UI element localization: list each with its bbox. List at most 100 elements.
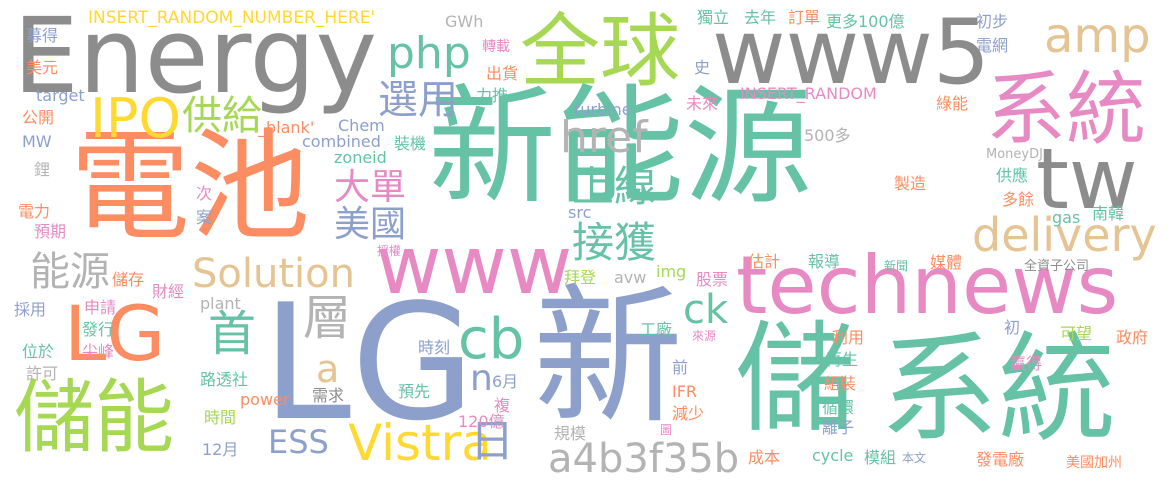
word-nanhan: 南韓	[1092, 204, 1125, 223]
word-duli: 獨立	[697, 8, 730, 27]
word-fadianchang: 發電廠	[976, 450, 1025, 469]
word-a4b3f35b: a4b3f35b	[548, 436, 740, 482]
word-amp: amp	[1044, 8, 1151, 64]
word-xuke: 許可	[26, 364, 59, 383]
word-jiehuo: 接獲	[572, 218, 657, 267]
word-baodao: 報導	[808, 252, 841, 271]
word-gongkai: 公開	[22, 108, 55, 127]
word-vistra: Vistra	[348, 414, 492, 472]
word-zhizao: 製造	[894, 174, 927, 193]
word-dianli: 電力	[18, 202, 51, 221]
word-chu: 初	[1004, 318, 1021, 337]
word-xin: 新	[533, 271, 684, 445]
word-meiguo: 美國	[334, 204, 407, 245]
word-cycle: cycle	[812, 446, 854, 465]
word-chuhuo: 出貨	[486, 64, 519, 83]
word-chem: Chem	[338, 116, 385, 135]
word-img: img	[656, 262, 687, 281]
word-fu: 複	[494, 396, 511, 415]
word-weiyu: 位於	[22, 342, 55, 361]
word-baideng: 拜登	[564, 268, 597, 287]
word-weilai: 未來	[686, 94, 719, 113]
word-dadan: 大單	[334, 167, 407, 208]
word-chengben: 成本	[748, 448, 781, 467]
word-src: src	[568, 203, 592, 222]
word-quanqiu: 全球	[520, 5, 680, 98]
word-shi: 史	[694, 58, 711, 77]
word-xinwen: 新聞	[884, 259, 909, 273]
word-blank: _blank'	[258, 118, 315, 137]
word-lizi: 離子	[822, 418, 855, 437]
word-120yi: 120億	[458, 412, 505, 431]
word-gupiao: 股票	[696, 270, 729, 289]
word-chu: 儲	[735, 310, 855, 449]
word-ri: 日	[470, 416, 514, 467]
word-mw: MW	[22, 132, 52, 151]
word-zhuanzai: 轉載	[482, 39, 510, 55]
word-zoneid: zoneid	[334, 148, 387, 167]
word-chucun: 儲存	[112, 270, 145, 289]
word-kewang: 可望	[1060, 324, 1093, 343]
word-turbine: turbine	[574, 100, 632, 119]
word-meiti: 媒體	[930, 253, 963, 272]
word-meiguojiazhou: 美國加州	[1066, 455, 1122, 471]
word-liyong: 利用	[832, 328, 865, 347]
word-gengduo100yi: 更多100億	[826, 12, 905, 31]
word-nengyuan: 能源	[30, 249, 110, 295]
word-lituei: 力推	[476, 86, 509, 105]
word-technews: technews	[736, 239, 1119, 332]
word-laiyuan: 來源	[692, 329, 717, 343]
word-yuxian: 預先	[398, 382, 431, 401]
word-php: php	[387, 28, 471, 79]
word-gongji: 供給	[182, 93, 262, 139]
word-xitong-green: 系統	[880, 320, 1117, 458]
word-shou: 首	[208, 306, 257, 362]
word-mude: 募得	[26, 26, 59, 45]
word-href: href	[560, 112, 648, 163]
word-yingde: 贏得	[1010, 354, 1043, 373]
word-gas: gas	[1052, 208, 1081, 227]
word-shangxian: 上線	[572, 162, 657, 211]
word-zuzhuang: 組裝	[824, 374, 857, 393]
word-caijing: 財經	[152, 282, 185, 301]
word-guji: 估計	[748, 252, 781, 271]
word-lg-large: LG	[262, 269, 476, 456]
word-duoyu: 多餘	[1002, 190, 1035, 209]
word-tu: 圖	[660, 423, 673, 437]
word-n: n	[470, 358, 493, 399]
word-xitong-pink: 系統	[986, 63, 1146, 156]
word-lg-orange: LG	[64, 289, 166, 378]
word-shenqing: 申請	[84, 298, 117, 317]
word-cb: cb	[458, 307, 525, 372]
word-avw: avw	[614, 268, 647, 287]
word-solution: Solution	[192, 251, 355, 297]
word-zhengfu: 政府	[1116, 328, 1149, 347]
word-jianfeng: 尖峰	[82, 342, 115, 361]
word-dingdan: 訂單	[788, 8, 821, 27]
word-caiyong: 採用	[14, 300, 47, 319]
word-a: a	[316, 347, 340, 391]
word-meiyuan: 美元	[26, 58, 59, 77]
word-xuqiu: 需求	[312, 386, 345, 405]
word-gongying: 供應	[996, 166, 1029, 185]
word-guimo: 規模	[554, 424, 587, 443]
word-chuneng: 儲能	[14, 371, 174, 464]
word-moneydj: MoneyDJ	[986, 147, 1043, 162]
word-delivery: delivery	[972, 208, 1157, 262]
word-yuqi: 預期	[34, 222, 67, 241]
word-xinnengyuan: 新能源	[428, 73, 813, 222]
word-quanzizigongsi: 全資子公司	[1024, 259, 1090, 274]
word-xuanyong: 選用	[378, 77, 458, 123]
word-ci: 次	[196, 184, 213, 203]
word-power: power	[240, 390, 290, 409]
word-shijian: 時間	[204, 408, 237, 427]
word-ifr: IFR	[672, 382, 698, 401]
word-www: www	[376, 219, 573, 312]
word-ipo: IPO	[90, 87, 181, 150]
word-ceng: 層	[303, 290, 352, 346]
word-an: 案	[196, 208, 213, 227]
word-dianchi: 電池	[70, 118, 310, 257]
word-www5: www5	[712, 0, 991, 105]
word-qian: 前	[672, 358, 689, 377]
